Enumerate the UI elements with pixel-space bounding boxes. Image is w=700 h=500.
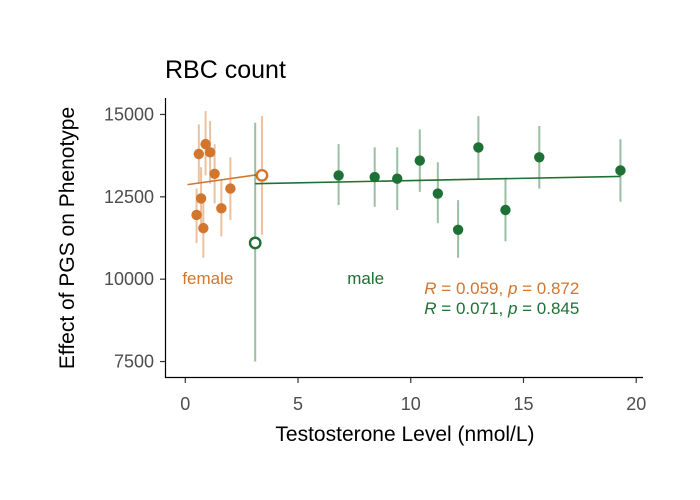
r-equals: = <box>437 299 456 318</box>
female-point-0 <box>191 209 202 221</box>
female-r-value: 0.059 <box>456 279 499 298</box>
female-point-6 <box>209 168 220 179</box>
r-symbol: R <box>424 299 436 318</box>
male-point-3 <box>392 173 403 184</box>
female-point-4 <box>200 138 211 150</box>
series-female <box>187 111 269 258</box>
female-point-7 <box>216 203 227 214</box>
female-point-5 <box>204 147 216 158</box>
r-symbol: R <box>424 279 436 298</box>
p-equals: = <box>517 299 536 318</box>
plot-area <box>187 111 626 362</box>
male-p-value: 0.845 <box>537 299 580 318</box>
female-point-open-9 <box>255 169 269 182</box>
female-stat-annotation: R = 0.059, p = 0.872 <box>424 279 579 298</box>
male-point-4 <box>414 155 425 166</box>
series-male <box>248 116 626 362</box>
male-point-2 <box>369 171 380 183</box>
female-point-1 <box>193 148 205 160</box>
p-symbol: p <box>507 279 517 298</box>
y-tick-label-3: 15000 <box>104 104 154 124</box>
axis-ticks: 0 5 10 15 20 7500 10000 12500 15000 <box>104 104 646 414</box>
female-point-3 <box>198 222 209 234</box>
r-equals: = <box>437 279 456 298</box>
y-tick-label-2: 12500 <box>104 187 154 207</box>
male-r-value: 0.071 <box>456 299 499 318</box>
x-tick-label-4: 20 <box>626 394 646 414</box>
male-point-6 <box>452 224 464 235</box>
chart-title: RBC count <box>165 56 286 84</box>
male-fit-line <box>255 175 621 185</box>
x-axis-title: Testosterone Level (nmol/L) <box>275 423 534 446</box>
stat-separator: , <box>498 299 507 318</box>
male-stat-annotation: R = 0.071, p = 0.845 <box>424 299 579 318</box>
x-tick-label-1: 5 <box>293 394 303 414</box>
x-tick-label-2: 10 <box>401 394 421 414</box>
y-tick-label-1: 10000 <box>104 269 154 289</box>
female-fit-line <box>187 173 263 186</box>
female-group-label: female <box>182 269 233 288</box>
female-point-8 <box>225 183 236 194</box>
male-point-1 <box>333 170 344 181</box>
male-point-7 <box>473 142 484 153</box>
x-tick-label-0: 0 <box>180 394 190 414</box>
male-point-open-0 <box>248 236 262 250</box>
female-point-2 <box>195 193 207 204</box>
male-point-5 <box>432 188 444 199</box>
p-symbol: p <box>507 299 517 318</box>
male-group-label: male <box>347 269 384 288</box>
male-point-9 <box>534 152 545 163</box>
male-point-8 <box>500 204 511 216</box>
stat-separator: , <box>498 279 507 298</box>
x-tick-label-3: 15 <box>513 394 533 414</box>
female-p-value: 0.872 <box>537 279 580 298</box>
p-equals: = <box>517 279 536 298</box>
annotations: female R = 0.059, p = 0.872 male R = 0.071,… <box>182 269 579 318</box>
y-axis-title: Effect of PGS on Phenotype <box>56 107 79 369</box>
y-tick-label-0: 7500 <box>114 352 154 372</box>
male-point-10 <box>615 165 626 176</box>
